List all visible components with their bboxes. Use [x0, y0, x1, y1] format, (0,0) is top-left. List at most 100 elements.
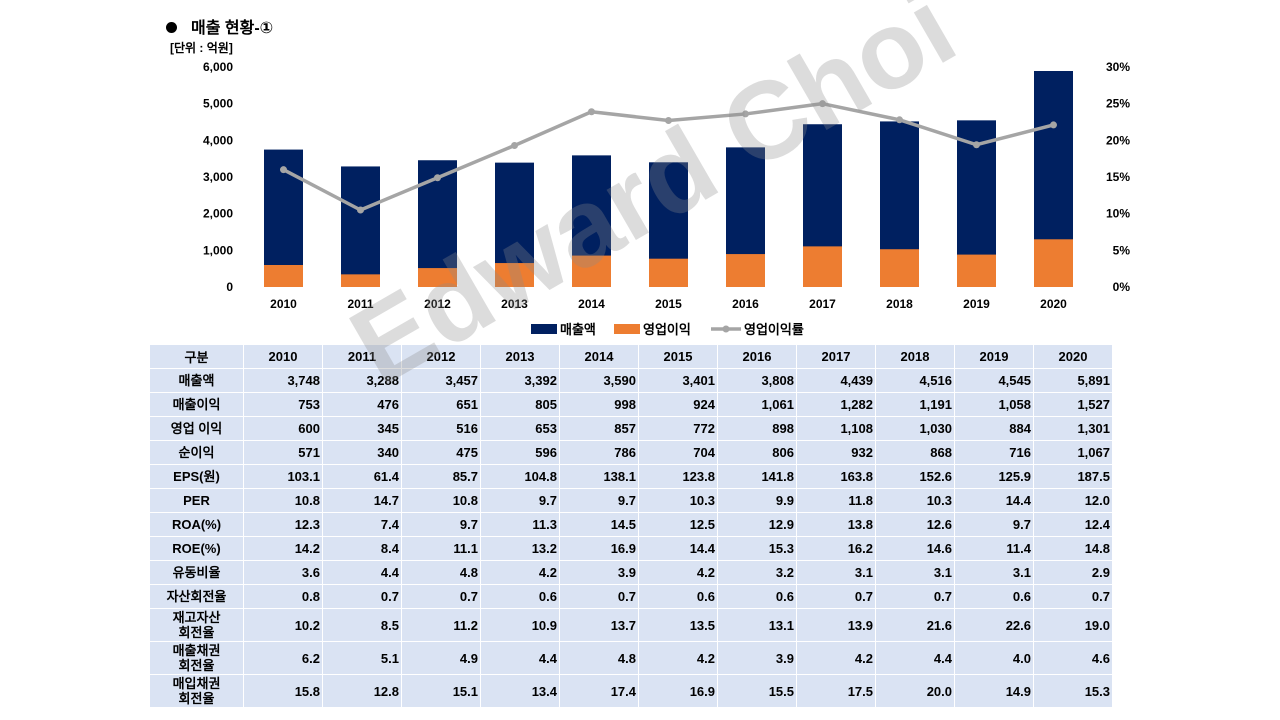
table-cell: 1,061 — [717, 392, 797, 417]
table-cell: 13.5 — [638, 608, 718, 642]
row-label: 매입채권 회전율 — [149, 674, 244, 708]
row-label: 영업 이익 — [149, 416, 244, 441]
op-margin-point — [973, 141, 980, 149]
chart-title: 매출 현황-① — [166, 14, 273, 38]
row-label-text: 매출이익 — [172, 397, 221, 412]
table-header-year: 2017 — [796, 344, 876, 369]
table-cell: 141.8 — [717, 464, 797, 489]
table-row: 매출채권 회전율 6.2 5.1 4.9 4.4 4.8 4.2 3.9 4.2 4.4 4.0 4.6 — [149, 641, 1113, 675]
table-cell: 4.4 — [322, 560, 402, 585]
table-cell: 12.0 — [1033, 488, 1113, 513]
table-cell: 16.9 — [638, 674, 718, 708]
operating-profit-bar — [726, 254, 765, 287]
table-cell: 8.4 — [322, 536, 402, 561]
table-header-row: 구분 2010 2011 2012 2013 2014 2015 2016 2017 2018 20… — [149, 344, 1113, 369]
table-row: 영업 이익 600 345 516 653 857 772 898 1,108 1,030 884 1… — [149, 416, 1113, 441]
table-cell: 4.8 — [559, 641, 639, 675]
table-cell: 0.6 — [638, 584, 718, 609]
table-cell: 11.4 — [954, 536, 1034, 561]
table-cell: 11.8 — [796, 488, 876, 513]
row-label: 매출이익 — [149, 392, 244, 417]
operating-profit-bar — [649, 258, 688, 287]
table-cell: 3,457 — [401, 368, 481, 393]
row-label-text: PER — [183, 493, 210, 508]
table-cell: 476 — [322, 392, 402, 417]
table-cell: 2.9 — [1033, 560, 1113, 585]
row-label-text: 유동비율 — [172, 565, 221, 580]
table-header-year: 2019 — [954, 344, 1034, 369]
row-label: 자산회전율 — [149, 584, 244, 609]
table-cell: 9.7 — [401, 512, 481, 537]
table-cell: 4.4 — [875, 641, 955, 675]
op-margin-point — [357, 206, 364, 214]
table-cell: 0.7 — [1033, 584, 1113, 609]
x-tick-label: 2010 — [270, 297, 297, 311]
table-cell: 14.9 — [954, 674, 1034, 708]
table-cell: 475 — [401, 440, 481, 465]
table-cell: 4.2 — [480, 560, 560, 585]
y-left-tick-label: 6,000 — [203, 60, 233, 74]
table-cell: 1,527 — [1033, 392, 1113, 417]
table-cell: 12.4 — [1033, 512, 1113, 537]
table-cell: 884 — [954, 416, 1034, 441]
legend-margin-label: 영업이익률 — [744, 322, 804, 337]
operating-profit-bar — [495, 263, 534, 287]
x-tick-label: 2020 — [1040, 297, 1067, 311]
x-tick-label: 2012 — [424, 297, 451, 311]
table-cell: 13.8 — [796, 512, 876, 537]
op-margin-point — [1050, 121, 1057, 129]
row-label-text: 회전율 — [178, 658, 215, 673]
table-cell: 3,401 — [638, 368, 718, 393]
table-cell: 340 — [322, 440, 402, 465]
row-label-text: EPS(원) — [173, 469, 220, 484]
table-cell: 13.4 — [480, 674, 560, 708]
table-cell: 4.0 — [954, 641, 1034, 675]
table-cell: 3,748 — [243, 368, 323, 393]
x-tick-label: 2014 — [578, 297, 605, 311]
table-cell: 21.6 — [875, 608, 955, 642]
table-cell: 125.9 — [954, 464, 1034, 489]
table-cell: 13.1 — [717, 608, 797, 642]
table-cell: 4.6 — [1033, 641, 1113, 675]
row-label: 순이익 — [149, 440, 244, 465]
table-cell: 85.7 — [401, 464, 481, 489]
table-cell: 138.1 — [559, 464, 639, 489]
table-cell: 15.8 — [243, 674, 323, 708]
table-cell: 10.9 — [480, 608, 560, 642]
row-label: EPS(원) — [149, 464, 244, 489]
y-left-tick-label: 4,000 — [203, 133, 233, 147]
table-cell: 14.2 — [243, 536, 323, 561]
table-cell: 10.2 — [243, 608, 323, 642]
table-cell: 4.2 — [638, 560, 718, 585]
table-cell: 152.6 — [875, 464, 955, 489]
table-cell: 5.1 — [322, 641, 402, 675]
operating-profit-bar — [803, 246, 842, 287]
row-label-text: ROA(%) — [171, 517, 222, 532]
row-label: ROA(%) — [149, 512, 244, 537]
table-cell: 868 — [875, 440, 955, 465]
x-tick-label: 2019 — [963, 297, 990, 311]
table-cell: 187.5 — [1033, 464, 1113, 489]
bullet-icon — [166, 22, 177, 33]
table-cell: 13.7 — [559, 608, 639, 642]
table-cell: 15.3 — [717, 536, 797, 561]
table-cell: 857 — [559, 416, 639, 441]
table-cell: 11.1 — [401, 536, 481, 561]
table-header-year: 2018 — [875, 344, 955, 369]
operating-profit-bar — [572, 255, 611, 287]
x-tick-label: 2016 — [732, 297, 759, 311]
table-cell: 3,590 — [559, 368, 639, 393]
table-cell: 17.4 — [559, 674, 639, 708]
table-cell: 4.2 — [796, 641, 876, 675]
table-cell: 753 — [243, 392, 323, 417]
table-cell: 61.4 — [322, 464, 402, 489]
table-cell: 0.6 — [954, 584, 1034, 609]
table-cell: 806 — [717, 440, 797, 465]
table-cell: 0.7 — [322, 584, 402, 609]
op-margin-point — [280, 166, 287, 174]
table-cell: 11.2 — [401, 608, 481, 642]
table-header-year: 2014 — [559, 344, 639, 369]
table-cell: 0.7 — [875, 584, 955, 609]
table-cell: 898 — [717, 416, 797, 441]
table-cell: 786 — [559, 440, 639, 465]
